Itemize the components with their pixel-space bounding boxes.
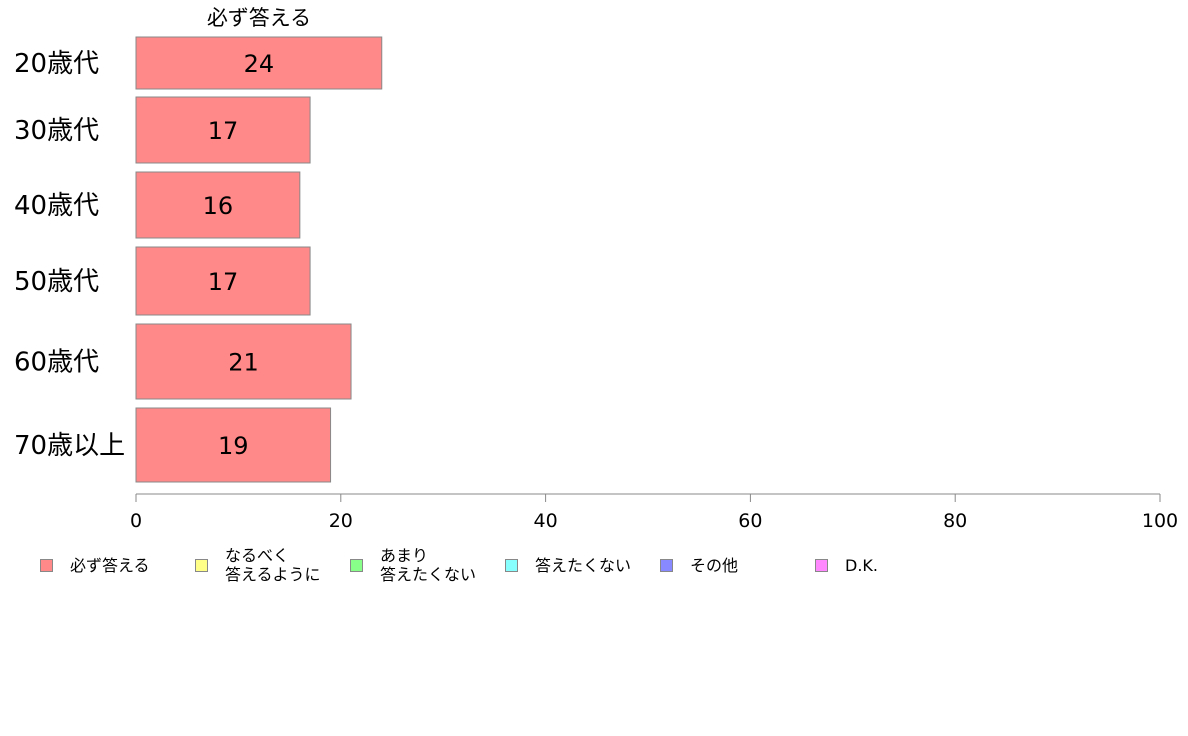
legend-item-5: D.K. bbox=[815, 540, 878, 590]
legend: 必ず答える なるべく 答えるように あまり 答えたくない 答えたくない その他 … bbox=[40, 540, 1140, 590]
bar-0 bbox=[135, 36, 383, 90]
series-header-label: 必ず答える bbox=[207, 6, 311, 30]
x-tick-label-1: 20 bbox=[329, 510, 353, 532]
bar-5 bbox=[135, 407, 332, 483]
legend-item-0: 必ず答える bbox=[40, 540, 150, 590]
bar-4 bbox=[135, 323, 352, 400]
legend-swatch-1 bbox=[195, 558, 208, 572]
category-labels: 20歳代 30歳代 40歳代 50歳代 60歳代 70歳以上 bbox=[14, 49, 125, 461]
legend-swatch-2 bbox=[350, 558, 363, 572]
legend-label-1: なるべく 答えるように bbox=[225, 546, 321, 584]
x-axis: 0 20 40 60 80 100 bbox=[130, 493, 1178, 532]
legend-item-3: 答えたくない bbox=[505, 540, 631, 590]
legend-label-2: あまり 答えたくない bbox=[380, 546, 477, 584]
x-tick-label-5: 100 bbox=[1142, 510, 1178, 532]
category-label-0: 20歳代 bbox=[14, 49, 99, 79]
bar-1 bbox=[135, 96, 311, 164]
legend-label-4: その他 bbox=[690, 555, 739, 575]
bar-value-label-3: 17 bbox=[208, 268, 239, 296]
legend-swatch-3 bbox=[505, 558, 518, 572]
x-tick-label-0: 0 bbox=[130, 510, 142, 532]
legend-item-1: なるべく 答えるように bbox=[195, 540, 321, 590]
legend-label-3: 答えたくない bbox=[535, 555, 632, 575]
x-tick-label-2: 40 bbox=[534, 510, 558, 532]
category-label-3: 50歳代 bbox=[14, 267, 99, 297]
category-label-1: 30歳代 bbox=[14, 116, 99, 146]
legend-label-0: 必ず答える bbox=[70, 555, 150, 575]
bar-value-label-0: 24 bbox=[244, 50, 275, 78]
bar-2 bbox=[135, 171, 301, 239]
legend-item-2: あまり 答えたくない bbox=[350, 540, 476, 590]
x-tick-label-4: 80 bbox=[943, 510, 967, 532]
bar-chart: 必ず答える 24 17 16 17 21 19 20歳代 30歳代 40歳代 50歳代 60歳代 7… bbox=[14, 6, 1178, 532]
bar-value-label-1: 17 bbox=[208, 117, 239, 145]
legend-label-5: D.K. bbox=[845, 555, 878, 575]
bar-value-label-2: 16 bbox=[203, 192, 234, 220]
legend-swatch-0 bbox=[40, 558, 53, 572]
bar-3 bbox=[135, 246, 311, 316]
bar-value-label-5: 19 bbox=[218, 432, 249, 460]
category-label-4: 60歳代 bbox=[14, 348, 99, 378]
bars-group: 24 17 16 17 21 19 bbox=[135, 36, 383, 483]
category-label-2: 40歳代 bbox=[14, 191, 99, 221]
bar-value-label-4: 21 bbox=[228, 349, 259, 377]
legend-item-4: その他 bbox=[660, 540, 738, 590]
category-label-5: 70歳以上 bbox=[14, 431, 125, 461]
x-tick-label-3: 60 bbox=[738, 510, 762, 532]
legend-swatch-4 bbox=[660, 558, 673, 572]
legend-swatch-5 bbox=[815, 558, 828, 572]
